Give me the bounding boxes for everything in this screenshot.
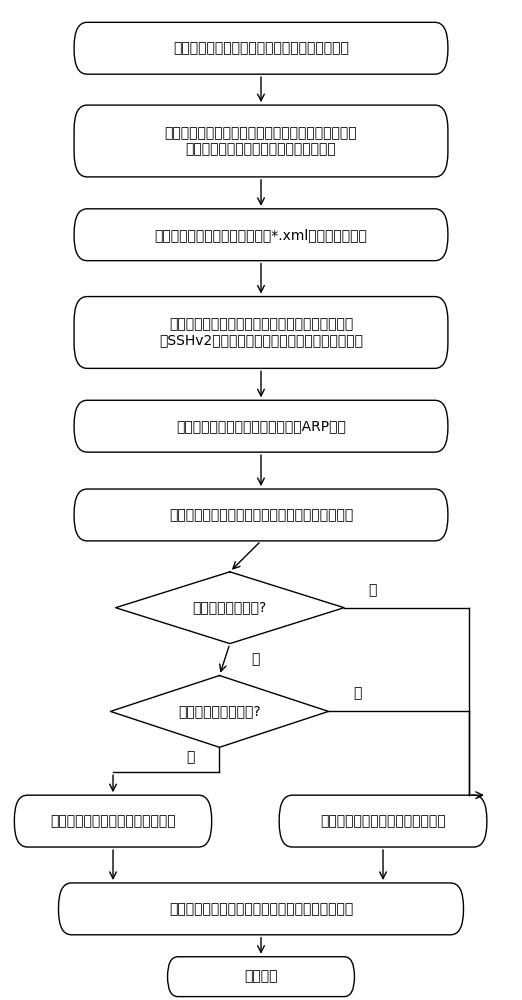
FancyBboxPatch shape — [74, 105, 448, 177]
Text: 结束流程: 结束流程 — [244, 970, 278, 984]
Text: 清除测试仪表配置，释放资源，清除被测设备配置: 清除测试仪表配置，释放资源，清除被测设备配置 — [169, 902, 353, 916]
FancyBboxPatch shape — [74, 400, 448, 452]
Text: 否: 否 — [369, 583, 377, 597]
FancyBboxPatch shape — [74, 489, 448, 541]
FancyBboxPatch shape — [74, 209, 448, 261]
Text: 根据测试用例的仪表配置文件（*.xml）配置测试仪表: 根据测试用例的仪表配置文件（*.xml）配置测试仪表 — [155, 228, 367, 242]
FancyBboxPatch shape — [15, 795, 212, 847]
Text: 测试仪表端口与被测设备端口进行ARP学习: 测试仪表端口与被测设备端口进行ARP学习 — [176, 419, 346, 433]
FancyBboxPatch shape — [58, 883, 464, 935]
Text: 邻居建立是否成功?: 邻居建立是否成功? — [193, 601, 267, 615]
Text: 路由流量是否有丢包?: 路由流量是否有丢包? — [178, 704, 261, 718]
FancyBboxPatch shape — [74, 297, 448, 368]
Text: 是: 是 — [353, 686, 361, 700]
Text: 否: 否 — [187, 750, 195, 764]
Text: 配置路由协议容量参数（路由容量、邻居容量）: 配置路由协议容量参数（路由容量、邻居容量） — [173, 41, 349, 55]
Text: 判定测试结果成功，生成测试报告: 判定测试结果成功，生成测试报告 — [50, 814, 176, 828]
Text: 调用被测设备自动化库的性能测试用例配置文件，
以SSHv2会话控制方式对被测设备进行能测试配置: 调用被测设备自动化库的性能测试用例配置文件， 以SSHv2会话控制方式对被测设备… — [159, 317, 363, 348]
FancyBboxPatch shape — [279, 795, 487, 847]
FancyBboxPatch shape — [168, 957, 354, 997]
Text: 是: 是 — [252, 653, 260, 667]
Text: 判定测试结果失败，生成测试报告: 判定测试结果失败，生成测试报告 — [320, 814, 446, 828]
Text: 配置执行过程的存储路径、测试仪表自动化测试用例
和被测设备自动化库配置文件的调用路径: 配置执行过程的存储路径、测试仪表自动化测试用例 和被测设备自动化库配置文件的调用… — [164, 126, 358, 156]
Text: 测试仪表发布路由，与被测设备建立协议下的邻居: 测试仪表发布路由，与被测设备建立协议下的邻居 — [169, 508, 353, 522]
FancyBboxPatch shape — [74, 22, 448, 74]
